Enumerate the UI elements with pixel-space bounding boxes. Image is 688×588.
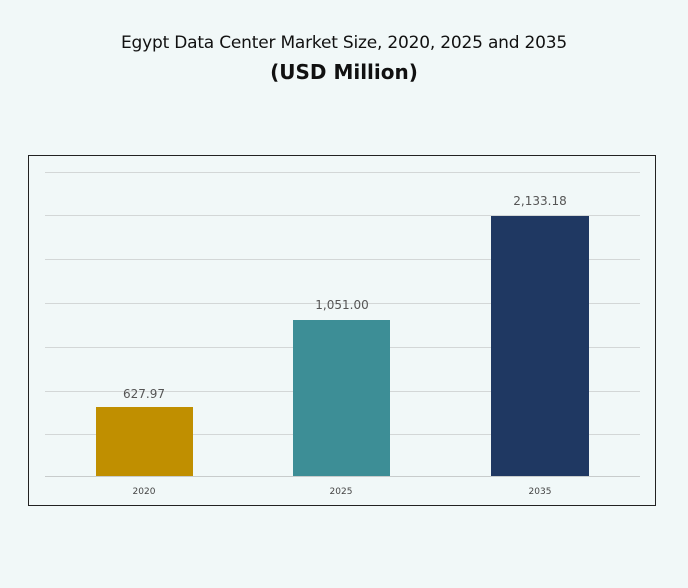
gridline (45, 172, 640, 173)
category-label-2035: 2035 (528, 487, 552, 497)
category-label-2025: 2025 (329, 487, 353, 497)
bar-2035 (491, 216, 589, 476)
value-label-2035: 2,133.18 (513, 194, 567, 208)
chart-subtitle: (USD Million) (270, 60, 418, 84)
value-label-2025: 1,051.00 (315, 298, 369, 312)
bar-2025 (293, 320, 390, 476)
chart-title: Egypt Data Center Market Size, 2020, 202… (120, 33, 567, 53)
value-label-2020: 627.97 (123, 387, 165, 401)
x-axis-line (45, 476, 640, 477)
bar-2020 (96, 407, 193, 476)
gridline (45, 259, 640, 260)
gridline (45, 215, 640, 216)
category-label-2020: 2020 (132, 487, 156, 497)
gridline (45, 303, 640, 304)
